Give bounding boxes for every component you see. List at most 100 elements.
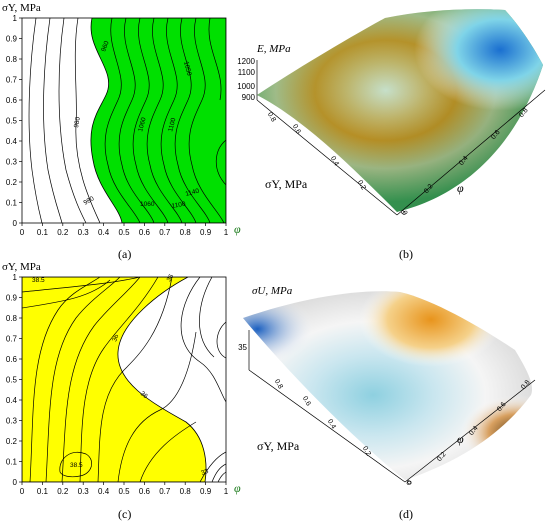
y-ticks-label: 0.6 bbox=[291, 123, 302, 135]
zticks-label: 35 bbox=[238, 343, 247, 352]
y-tick-label: 0.4 bbox=[6, 396, 18, 405]
y-tick-label: 0 bbox=[13, 219, 18, 228]
x-tick-label: 0.8 bbox=[180, 228, 192, 237]
y-tick-label: 0.4 bbox=[6, 137, 18, 146]
contour-value-label: 36 bbox=[111, 333, 120, 343]
y-ticks-label: 0 bbox=[404, 480, 412, 487]
axis-ticks-a: 0 0.1 0.2 0.3 0.4 0.5 0.6 0.7 0.8 0.9 1 0 0.1 0.2 0.3 0… bbox=[6, 14, 229, 237]
contour-value-label: 38.5 bbox=[70, 462, 83, 469]
y-ticks-label: 0 bbox=[400, 210, 408, 217]
contour-value-label: 1140 bbox=[185, 187, 201, 197]
x-tick-label: 0.9 bbox=[200, 228, 212, 237]
y-tick-label: 0.8 bbox=[6, 55, 18, 64]
y-ticks-label: 0.8 bbox=[266, 111, 277, 123]
surface-plot-d: σU, MPa 35 0 0.2 0.4 0.6 0.8 0 0.2 0.4 0.6 0.8 σ… bbox=[238, 285, 536, 487]
z-axis-label-b: E, MPa bbox=[256, 43, 291, 55]
axis-ticks-c: 0 0.1 0.2 0.3 0.4 0.5 0.6 0.7 0.8 0.9 1 0 0.1 0.2 0.3 0… bbox=[6, 273, 229, 496]
contour-plot-c: 0 0.1 0.2 0.3 0.4 0.5 0.6 0.7 0.8 0.9 1 0 0.1 0.2 0.3 0… bbox=[2, 262, 241, 496]
contour-value-label: 33 bbox=[200, 468, 210, 477]
x-tick-label: 1 bbox=[224, 487, 229, 496]
contour-value-label: 980 bbox=[83, 195, 96, 207]
x-tick-label: 1 bbox=[224, 228, 229, 237]
contour-value-label: 36 bbox=[139, 390, 149, 400]
x-ticks-d: 0 0.2 0.4 0.6 0.8 bbox=[406, 379, 532, 487]
y-ticks-label: 0.8 bbox=[273, 378, 284, 390]
contour-value-label: 960 bbox=[100, 40, 110, 53]
contour-value-label: 1060 bbox=[140, 201, 155, 208]
zticks-label: 1000 bbox=[237, 82, 255, 91]
x-tick-label: 0 bbox=[20, 228, 25, 237]
contour-plot-a: 0 0.1 0.2 0.3 0.4 0.5 0.6 0.7 0.8 0.9 1 0 0.1 0.2 0.3 0… bbox=[2, 2, 241, 237]
x-axis-label-b: φ bbox=[457, 181, 464, 195]
zticks-label: 900 bbox=[242, 93, 256, 102]
y-tick-label: 0.8 bbox=[6, 314, 18, 323]
y-ticks-label: 0.6 bbox=[301, 395, 312, 407]
y-axis-label-a: σY, MPa bbox=[2, 2, 41, 14]
contour-value-label: 36 bbox=[166, 273, 176, 283]
x-tick-label: 0.4 bbox=[98, 487, 110, 496]
contour-labels-a: 960 980 980 1050 1060 1100 1060 1100 1140 bbox=[73, 40, 200, 210]
x-ticks-label: 0 bbox=[406, 479, 414, 487]
y-tick-label: 0.6 bbox=[6, 355, 18, 364]
x-tick-label: 0.5 bbox=[118, 228, 130, 237]
x-ticks-label: 0.4 bbox=[468, 425, 480, 437]
x-ticks-label: 0.6 bbox=[496, 401, 508, 413]
contour-value-label: 38.5 bbox=[32, 277, 45, 284]
fill-region-c bbox=[22, 277, 207, 482]
contour-value-label: 1050 bbox=[182, 61, 193, 77]
x-tick-label: 0.6 bbox=[139, 487, 151, 496]
x-tick-label: 0.4 bbox=[98, 228, 110, 237]
z-axis-label-d: σU, MPa bbox=[252, 285, 293, 297]
y-tick-label: 0.5 bbox=[6, 376, 18, 385]
y-tick-label: 0.3 bbox=[6, 417, 18, 426]
y-ticks-label: 0.4 bbox=[329, 155, 340, 167]
y-ticks-label: 0.2 bbox=[356, 179, 367, 191]
panel-label-b: (b) bbox=[399, 247, 413, 261]
y-tick-label: 0.5 bbox=[6, 117, 18, 126]
y-tick-label: 0.6 bbox=[6, 96, 18, 105]
y-tick-label: 0.7 bbox=[6, 76, 18, 85]
x-tick-label: 0.1 bbox=[37, 228, 49, 237]
x-tick-label: 0.2 bbox=[57, 487, 69, 496]
y-tick-label: 0.7 bbox=[6, 335, 18, 344]
zticks-label: 1100 bbox=[238, 68, 256, 77]
panel-label-a: (a) bbox=[118, 247, 132, 261]
y-ticks-d: 0 0.2 0.4 0.6 0.8 bbox=[273, 378, 413, 486]
zticks-label: 1200 bbox=[237, 57, 255, 66]
x-ticks-b: 0 0.2 0.4 0.6 0.8 bbox=[400, 107, 530, 217]
contour-labels-c: 38.5 36 36 36 38.5 33 bbox=[32, 273, 210, 477]
x-ticks-label: 0.8 bbox=[520, 379, 532, 391]
y-axis-label-d: σY, MPa bbox=[257, 439, 300, 453]
axes-d bbox=[248, 330, 536, 483]
x-tick-label: 0.7 bbox=[159, 228, 171, 237]
y-tick-label: 0.3 bbox=[6, 158, 18, 167]
x-tick-label: 0.3 bbox=[78, 487, 90, 496]
surface-plot-b: E, MPa 900 1000 1100 1200 0 0.2 0.4 0.6 0.8 0 0.… bbox=[237, 9, 546, 217]
contour-value-label: 1100 bbox=[167, 117, 177, 133]
y-tick-label: 0.1 bbox=[6, 458, 18, 467]
y-tick-label: 0.1 bbox=[6, 199, 18, 208]
contour-value-label: 980 bbox=[73, 116, 82, 128]
fill-region-a bbox=[90, 18, 226, 223]
contour-value-label: 1060 bbox=[137, 116, 148, 132]
y-axis-label-c: σY, MPa bbox=[2, 262, 41, 273]
x-ticks-label: 0.8 bbox=[518, 107, 530, 119]
x-ticks-label: 0.2 bbox=[436, 451, 448, 463]
x-ticks-label: 0.4 bbox=[458, 155, 470, 167]
x-tick-label: 0.2 bbox=[57, 228, 69, 237]
y-ticks-label: 0.4 bbox=[326, 418, 337, 430]
z-ticks-b: 900 1000 1100 1200 bbox=[237, 57, 255, 102]
y-tick-label: 1 bbox=[13, 14, 18, 23]
x-axis-label-a: φ bbox=[234, 222, 241, 236]
contour-lines-a bbox=[28, 18, 226, 223]
x-tick-label: 0.8 bbox=[180, 487, 192, 496]
x-ticks-label: 0.6 bbox=[490, 129, 502, 141]
y-tick-label: 0.2 bbox=[6, 178, 18, 187]
x-axis-label-d: φ bbox=[457, 432, 464, 446]
contour-value-label: 1100 bbox=[171, 201, 186, 210]
x-ticks-label: 0.2 bbox=[423, 183, 435, 195]
z-ticks-d: 35 bbox=[238, 343, 247, 352]
panel-label-c: (c) bbox=[118, 507, 132, 521]
y-axis-label-b: σY, MPa bbox=[265, 177, 308, 191]
y-tick-label: 0.9 bbox=[6, 35, 18, 44]
